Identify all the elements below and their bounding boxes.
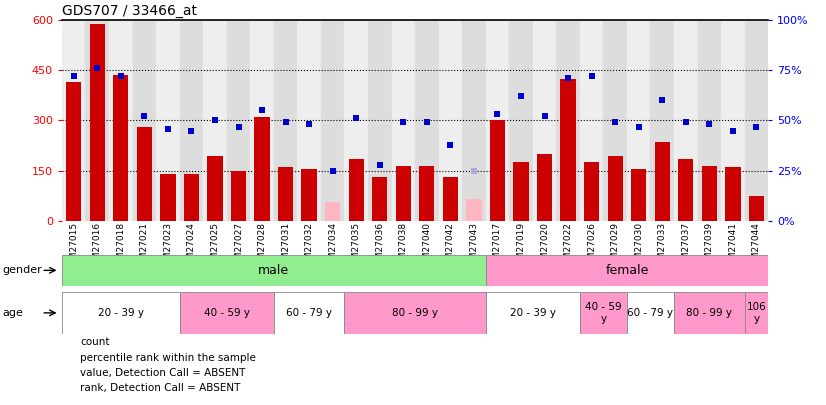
Bar: [654, 142, 670, 221]
Bar: [580, 292, 627, 334]
Bar: [674, 20, 697, 221]
Bar: [250, 20, 273, 221]
Bar: [207, 156, 223, 221]
Bar: [560, 79, 576, 221]
Text: 40 - 59 y: 40 - 59 y: [204, 308, 249, 318]
Bar: [745, 292, 768, 334]
Bar: [62, 292, 179, 334]
Bar: [486, 20, 509, 221]
Bar: [439, 20, 462, 221]
Bar: [509, 20, 533, 221]
Text: percentile rank within the sample: percentile rank within the sample: [80, 353, 256, 362]
Bar: [85, 20, 109, 221]
Bar: [226, 20, 250, 221]
Bar: [62, 20, 85, 221]
Text: gender: gender: [2, 265, 42, 275]
Bar: [179, 292, 273, 334]
Bar: [372, 177, 387, 221]
Bar: [537, 154, 553, 221]
Text: 40 - 59
y: 40 - 59 y: [585, 302, 622, 324]
Bar: [419, 166, 434, 221]
Bar: [203, 20, 226, 221]
Bar: [627, 20, 650, 221]
Bar: [349, 159, 364, 221]
Bar: [443, 177, 458, 221]
Bar: [697, 20, 721, 221]
Bar: [132, 20, 156, 221]
Bar: [631, 169, 647, 221]
Text: 80 - 99 y: 80 - 99 y: [392, 308, 438, 318]
Text: female: female: [605, 264, 648, 277]
Bar: [66, 82, 82, 221]
Bar: [650, 20, 674, 221]
Bar: [109, 20, 132, 221]
Bar: [179, 20, 203, 221]
Bar: [113, 75, 129, 221]
Bar: [62, 255, 486, 286]
Bar: [136, 127, 152, 221]
Bar: [466, 199, 482, 221]
Bar: [701, 166, 717, 221]
Bar: [556, 20, 580, 221]
Text: 60 - 79 y: 60 - 79 y: [286, 308, 332, 318]
Text: 60 - 79 y: 60 - 79 y: [628, 308, 673, 318]
Bar: [462, 20, 486, 221]
Bar: [344, 20, 368, 221]
Bar: [486, 255, 768, 286]
Bar: [183, 174, 199, 221]
Text: male: male: [259, 264, 289, 277]
Text: value, Detection Call = ABSENT: value, Detection Call = ABSENT: [80, 368, 245, 378]
Bar: [368, 20, 392, 221]
Bar: [273, 20, 297, 221]
Bar: [392, 20, 415, 221]
Bar: [744, 20, 768, 221]
Bar: [230, 171, 246, 221]
Bar: [603, 20, 627, 221]
Text: count: count: [80, 337, 110, 347]
Bar: [725, 167, 741, 221]
Text: GDS707 / 33466_at: GDS707 / 33466_at: [62, 4, 197, 18]
Bar: [415, 20, 439, 221]
Bar: [580, 20, 603, 221]
Text: 20 - 39 y: 20 - 39 y: [510, 308, 556, 318]
Bar: [297, 20, 320, 221]
Bar: [721, 20, 744, 221]
Text: rank, Detection Call = ABSENT: rank, Detection Call = ABSENT: [80, 384, 240, 393]
Bar: [490, 121, 506, 221]
Bar: [301, 169, 317, 221]
Bar: [674, 292, 745, 334]
Bar: [156, 20, 179, 221]
Bar: [320, 20, 344, 221]
Bar: [344, 292, 486, 334]
Bar: [160, 174, 176, 221]
Text: 106
y: 106 y: [747, 302, 767, 324]
Bar: [607, 156, 623, 221]
Bar: [486, 292, 580, 334]
Bar: [278, 167, 293, 221]
Text: 80 - 99 y: 80 - 99 y: [686, 308, 733, 318]
Bar: [273, 292, 344, 334]
Bar: [627, 292, 674, 334]
Bar: [396, 166, 411, 221]
Bar: [325, 202, 340, 221]
Bar: [748, 196, 764, 221]
Bar: [584, 162, 600, 221]
Bar: [513, 162, 529, 221]
Text: age: age: [2, 308, 23, 318]
Bar: [254, 117, 270, 221]
Bar: [89, 23, 105, 221]
Bar: [533, 20, 556, 221]
Bar: [678, 159, 694, 221]
Text: 20 - 39 y: 20 - 39 y: [97, 308, 144, 318]
